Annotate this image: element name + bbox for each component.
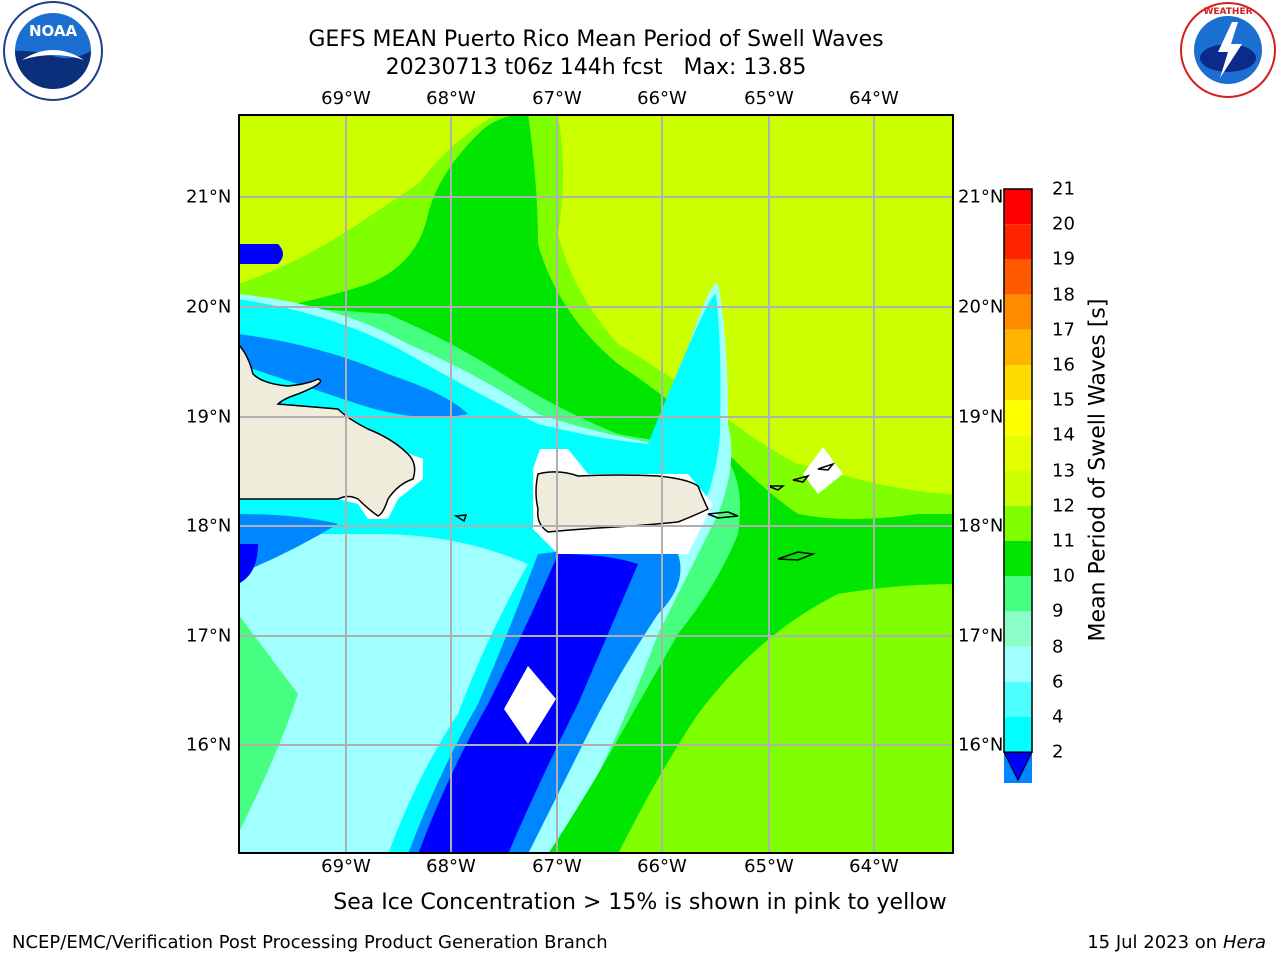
lat-label-left: 19°N <box>186 406 232 428</box>
footer-branch: NCEP/EMC/Verification Post Processing Pr… <box>12 932 608 953</box>
nws-logo: WEATHER <box>1180 2 1276 98</box>
lat-label-right: 20°N <box>958 296 1004 318</box>
land-st-croix <box>777 551 816 561</box>
colorbar-tick-label: 19 <box>1052 248 1075 270</box>
land-virgin-islands <box>767 462 836 491</box>
colorbar-segment <box>1004 294 1032 330</box>
colorbar-frame <box>1003 188 1033 753</box>
lon-label-top: 69°W <box>321 88 371 109</box>
colorbar-segment <box>1004 681 1032 717</box>
lat-label-right: 16°N <box>958 734 1004 756</box>
colorbar-segment <box>1004 189 1032 225</box>
field-4s <box>238 334 681 854</box>
colorbar-tick-label: 4 <box>1052 706 1064 728</box>
land-mona <box>453 514 468 523</box>
lon-label-top: 64°W <box>849 88 899 109</box>
land-vieques <box>707 511 739 519</box>
land-hispaniola <box>238 342 416 517</box>
colorbar-tick-label: 11 <box>1052 530 1075 552</box>
colorbar-tick-label: 20 <box>1052 213 1075 235</box>
sea-ice-note: Sea Ice Concentration > 15% is shown in … <box>333 890 947 915</box>
colorbar-segment <box>1004 611 1032 647</box>
colorbar-segment <box>1004 646 1032 682</box>
lon-label-bottom: 65°W <box>744 856 794 877</box>
colorbar-tick-label: 10 <box>1052 565 1075 587</box>
colorbar-tick-label: 14 <box>1052 424 1075 446</box>
colorbar <box>1003 188 1033 783</box>
swell-period-map <box>238 114 954 854</box>
colorbar-segment <box>1004 470 1032 506</box>
lon-label-top: 65°W <box>744 88 794 109</box>
footer-host: Hera <box>1222 932 1266 953</box>
lat-label-right: 18°N <box>958 515 1004 537</box>
colorbar-tick-label: 15 <box>1052 389 1075 411</box>
lon-label-top: 66°W <box>637 88 687 109</box>
colorbar-tick-label: 16 <box>1052 354 1075 376</box>
colorbar-segment <box>1004 717 1032 753</box>
lat-label-left: 16°N <box>186 734 232 756</box>
lat-label-left: 21°N <box>186 186 232 208</box>
colorbar-segment <box>1004 505 1032 541</box>
colorbar-segment <box>1004 329 1032 365</box>
chart-title: GEFS MEAN Puerto Rico Mean Period of Swe… <box>308 27 884 80</box>
lat-label-right: 19°N <box>958 406 1004 428</box>
masked-region-virgin-islands <box>803 447 843 494</box>
land-puerto-rico <box>535 471 710 533</box>
colorbar-tick-label: 12 <box>1052 495 1075 517</box>
map-frame <box>238 114 954 854</box>
lon-label-bottom: 68°W <box>426 856 476 877</box>
colorbar-segment <box>1004 435 1032 471</box>
colorbar-tick-label: 6 <box>1052 671 1064 693</box>
grid-lines <box>238 114 954 854</box>
svg-text:WEATHER: WEATHER <box>1203 7 1252 17</box>
colorbar-segment <box>1004 365 1032 401</box>
lon-label-bottom: 64°W <box>849 856 899 877</box>
lon-label-bottom: 69°W <box>321 856 371 877</box>
colorbar-segment <box>1004 576 1032 612</box>
lat-label-left: 17°N <box>186 625 232 647</box>
svg-text:NOAA: NOAA <box>29 22 78 40</box>
colorbar-tick-label: 2 <box>1052 741 1064 763</box>
colorbar-segment <box>1004 541 1032 577</box>
lat-label-right: 21°N <box>958 186 1004 208</box>
lat-label-right: 17°N <box>958 625 1004 647</box>
colorbar-tick-label: 8 <box>1052 636 1064 658</box>
colorbar-segment <box>1004 400 1032 436</box>
lat-label-left: 18°N <box>186 515 232 537</box>
colorbar-segment <box>1004 259 1032 295</box>
masked-region-south <box>504 666 556 744</box>
noaa-logo: NOAA <box>3 1 103 101</box>
colorbar-tick-label: 13 <box>1052 460 1075 482</box>
lon-label-bottom: 67°W <box>532 856 582 877</box>
colorbar-label: Mean Period of Swell Waves [s] <box>1085 298 1111 642</box>
lon-label-top: 67°W <box>532 88 582 109</box>
colorbar-tick-label: 17 <box>1052 319 1075 341</box>
lat-label-left: 20°N <box>186 296 232 318</box>
lon-label-bottom: 66°W <box>637 856 687 877</box>
colorbar-tick-label: 21 <box>1052 178 1075 200</box>
lon-label-top: 68°W <box>426 88 476 109</box>
colorbar-tick-label: 18 <box>1052 284 1075 306</box>
footer-date: 15 Jul 2023 on Hera <box>1087 932 1266 953</box>
colorbar-segment <box>1004 224 1032 260</box>
colorbar-tick-label: 9 <box>1052 600 1064 622</box>
